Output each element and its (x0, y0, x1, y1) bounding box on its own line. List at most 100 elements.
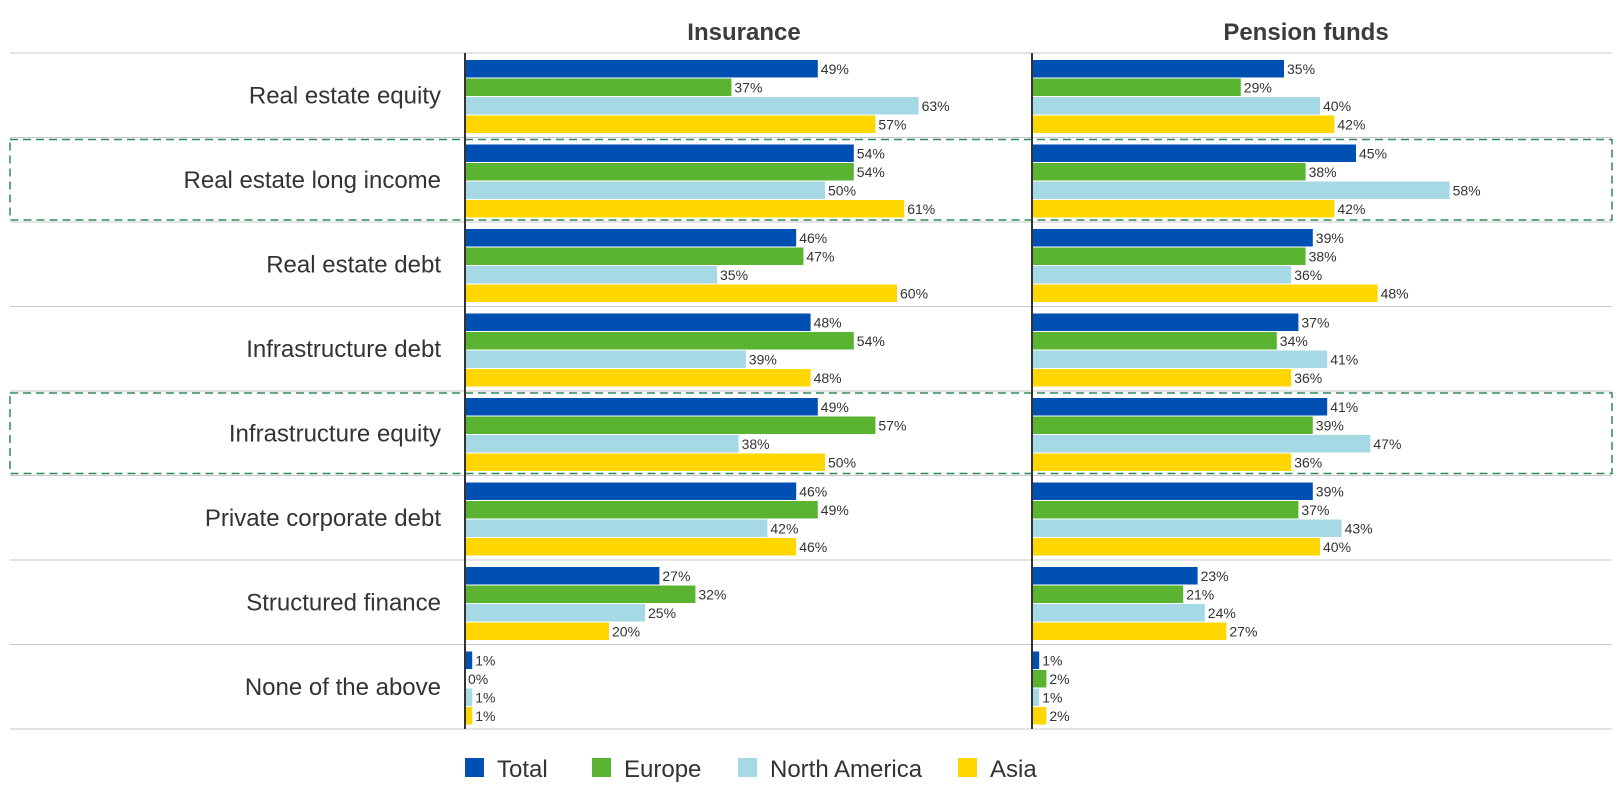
highlight-box-infrastructure-equity (9, 392, 1613, 475)
value-label-pension-funds-real-estate-long-income-europe: 38% (1309, 164, 1337, 180)
value-label-insurance-infrastructure-debt-north-america: 39% (749, 352, 777, 368)
bar-insurance-real-estate-equity-total (465, 60, 818, 78)
bar-insurance-real-estate-long-income-total (465, 144, 854, 162)
value-label-insurance-infrastructure-debt-europe: 54% (857, 333, 885, 349)
bar-insurance-real-estate-debt-total (465, 229, 797, 247)
value-label-pension-funds-real-estate-debt-total: 39% (1316, 230, 1344, 246)
value-label-pension-funds-infrastructure-debt-total: 37% (1301, 315, 1329, 331)
value-label-pension-funds-none-of-the-above-north-america: 1% (1042, 690, 1062, 706)
bar-insurance-real-estate-long-income-north-america (465, 181, 825, 199)
bar-pension-funds-private-corporate-debt-total (1032, 482, 1313, 500)
category-labels: Real estate equity Real estate long incom… (184, 82, 442, 701)
bar-insurance-real-estate-long-income-europe (465, 163, 854, 181)
value-label-insurance-infrastructure-debt-total: 48% (814, 315, 842, 331)
value-label-pension-funds-real-estate-equity-north-america: 40% (1323, 98, 1351, 114)
value-label-pension-funds-real-estate-debt-asia: 48% (1381, 286, 1409, 302)
category-label-infrastructure-equity: Infrastructure equity (229, 420, 441, 447)
bar-insurance-real-estate-debt-north-america (465, 266, 717, 284)
bar-pension-funds-infrastructure-equity-asia (1032, 453, 1292, 471)
bar-pension-funds-real-estate-long-income-europe (1032, 163, 1306, 181)
value-label-pension-funds-real-estate-debt-north-america: 36% (1294, 267, 1322, 283)
bar-pension-funds-structured-finance-north-america (1032, 604, 1205, 622)
bar-pension-funds-infrastructure-debt-total (1032, 313, 1299, 331)
value-label-insurance-real-estate-debt-total: 46% (799, 230, 827, 246)
category-label-real-estate-long-income: Real estate long income (184, 167, 441, 194)
category-label-real-estate-debt: Real estate debt (266, 251, 441, 278)
bar-insurance-real-estate-long-income-asia (465, 200, 905, 218)
bar-pension-funds-real-estate-long-income-asia (1032, 200, 1335, 218)
value-label-pension-funds-infrastructure-equity-europe: 39% (1316, 418, 1344, 434)
bar-insurance-none-of-the-above-asia (465, 707, 473, 725)
bar-insurance-structured-finance-north-america (465, 604, 645, 622)
bar-insurance-private-corporate-debt-asia (465, 538, 797, 556)
bar-insurance-private-corporate-debt-north-america (465, 519, 768, 537)
bar-insurance-infrastructure-debt-asia (465, 369, 811, 387)
value-label-insurance-private-corporate-debt-europe: 49% (821, 502, 849, 518)
value-label-insurance-none-of-the-above-north-america: 1% (475, 690, 495, 706)
value-label-pension-funds-real-estate-debt-europe: 38% (1309, 249, 1337, 265)
bar-insurance-structured-finance-asia (465, 622, 609, 640)
bar-insurance-structured-finance-europe (465, 585, 696, 603)
bar-insurance-private-corporate-debt-europe (465, 501, 818, 519)
value-label-pension-funds-infrastructure-equity-north-america: 47% (1373, 436, 1401, 452)
bar-insurance-real-estate-debt-europe (465, 247, 804, 265)
bar-pension-funds-none-of-the-above-north-america (1032, 688, 1040, 706)
value-label-pension-funds-infrastructure-debt-europe: 34% (1280, 333, 1308, 349)
panel-title-insurance: Insurance (687, 19, 800, 46)
value-label-insurance-structured-finance-north-america: 25% (648, 605, 676, 621)
value-label-pension-funds-structured-finance-asia: 27% (1229, 624, 1257, 640)
value-label-insurance-structured-finance-total: 27% (662, 568, 690, 584)
category-label-structured-finance: Structured finance (246, 589, 441, 616)
value-label-pension-funds-real-estate-long-income-north-america: 58% (1453, 183, 1481, 199)
value-label-insurance-none-of-the-above-asia: 1% (475, 708, 495, 724)
value-label-insurance-infrastructure-equity-asia: 50% (828, 455, 856, 471)
value-label-pension-funds-private-corporate-debt-europe: 37% (1301, 502, 1329, 518)
value-label-insurance-real-estate-long-income-north-america: 50% (828, 183, 856, 199)
bar-insurance-none-of-the-above-total (465, 651, 473, 669)
bar-insurance-structured-finance-total (465, 567, 660, 585)
value-label-pension-funds-structured-finance-europe: 21% (1186, 587, 1214, 603)
bars (465, 60, 1450, 725)
value-label-insurance-structured-finance-europe: 32% (698, 587, 726, 603)
bar-pension-funds-private-corporate-debt-europe (1032, 501, 1299, 519)
bar-insurance-infrastructure-debt-total (465, 313, 811, 331)
bar-pension-funds-none-of-the-above-asia (1032, 707, 1047, 725)
value-label-insurance-infrastructure-debt-asia: 48% (814, 370, 842, 386)
legend-label-asia: Asia (990, 756, 1037, 783)
bar-pension-funds-private-corporate-debt-asia (1032, 538, 1320, 556)
value-label-pension-funds-infrastructure-equity-asia: 36% (1294, 455, 1322, 471)
category-label-none-of-the-above: None of the above (245, 674, 441, 701)
bar-pension-funds-infrastructure-equity-north-america (1032, 435, 1371, 453)
bar-pension-funds-real-estate-equity-north-america (1032, 97, 1320, 115)
value-label-insurance-real-estate-long-income-europe: 54% (857, 164, 885, 180)
category-label-infrastructure-debt: Infrastructure debt (246, 336, 441, 363)
bar-pension-funds-real-estate-long-income-total (1032, 144, 1356, 162)
value-label-pension-funds-infrastructure-debt-north-america: 41% (1330, 352, 1358, 368)
legend-swatch-total (465, 758, 484, 777)
panel-axes (464, 53, 1033, 729)
legend-label-total: Total (497, 756, 548, 783)
bar-insurance-infrastructure-equity-total (465, 398, 818, 416)
value-label-pension-funds-structured-finance-total: 23% (1201, 568, 1229, 584)
value-label-insurance-real-estate-debt-europe: 47% (806, 249, 834, 265)
value-label-insurance-real-estate-debt-asia: 60% (900, 286, 928, 302)
category-label-real-estate-equity: Real estate equity (249, 82, 441, 109)
value-labels: 49%37%63%57%35%29%40%42%54%54%50%61%45%3… (468, 61, 1481, 724)
value-label-insurance-none-of-the-above-total: 1% (475, 653, 495, 669)
bar-pension-funds-real-estate-debt-north-america (1032, 266, 1292, 284)
bar-insurance-infrastructure-equity-europe (465, 416, 876, 434)
bar-insurance-infrastructure-debt-north-america (465, 350, 746, 368)
bar-insurance-infrastructure-equity-north-america (465, 435, 739, 453)
bar-pension-funds-structured-finance-asia (1032, 622, 1227, 640)
bar-insurance-real-estate-equity-europe (465, 78, 732, 96)
legend-swatch-europe (592, 758, 611, 777)
bar-pension-funds-structured-finance-europe (1032, 585, 1184, 603)
highlight-boxes (9, 138, 1613, 475)
value-label-pension-funds-real-estate-equity-europe: 29% (1244, 80, 1272, 96)
value-label-pension-funds-infrastructure-equity-total: 41% (1330, 399, 1358, 415)
value-label-insurance-real-estate-equity-north-america: 63% (922, 98, 950, 114)
value-label-insurance-private-corporate-debt-north-america: 42% (770, 521, 798, 537)
value-label-pension-funds-none-of-the-above-europe: 2% (1049, 671, 1069, 687)
bar-pension-funds-structured-finance-total (1032, 567, 1198, 585)
